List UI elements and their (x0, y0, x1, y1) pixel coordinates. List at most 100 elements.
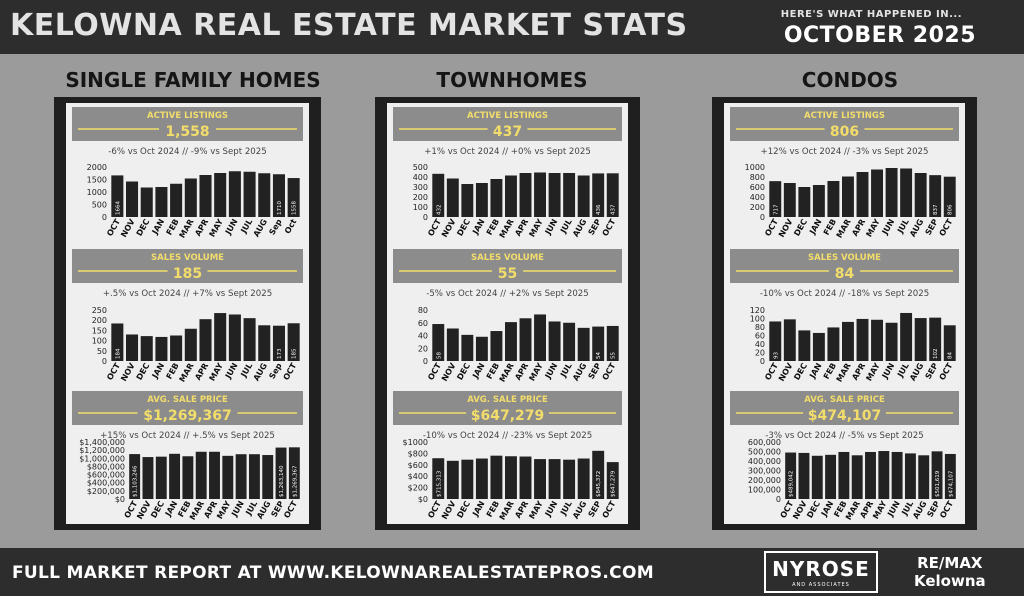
x-tick-label: MAY (208, 361, 225, 382)
bar (606, 173, 619, 217)
section-label: SALES VOLUME (151, 253, 224, 263)
bar (606, 462, 619, 499)
x-tick-label: MAR (498, 500, 516, 522)
bar (490, 331, 503, 361)
x-tick-label: JUN (880, 362, 896, 381)
data-label: 436 (596, 204, 602, 215)
panel-inner: ACTIVE LISTINGS 806 +12% vs Oct 2024 // -3… (724, 103, 965, 524)
section-value: 806 (830, 124, 859, 140)
header-bar: KELOWNA REAL ESTATE MARKET STATS HERE'S … (0, 0, 1024, 54)
bar (592, 173, 605, 217)
y-tick-label: 100 (750, 315, 765, 324)
bar (490, 179, 503, 217)
bar (577, 327, 590, 361)
remax-logo-line2: Kelowna (914, 572, 986, 590)
x-tick-label: DEC (792, 361, 809, 381)
y-tick-label: 200 (750, 203, 765, 212)
y-tick-label: 600,000 (748, 438, 781, 447)
bar (812, 332, 825, 361)
change-text: -5% vs Oct 2024 // +2% vs Sept 2025 (426, 289, 589, 299)
bar (275, 447, 287, 499)
bar (563, 459, 576, 499)
bar (563, 173, 576, 217)
bar (878, 451, 890, 499)
x-tick-label: OCT (282, 499, 299, 520)
y-tick-label: $1,400,000 (79, 438, 125, 447)
y-tick-label: 0 (423, 357, 428, 366)
bar (184, 328, 197, 361)
bar (155, 456, 167, 499)
x-tick-label: JUN (885, 500, 901, 519)
x-tick-label: DEC (455, 361, 472, 381)
data-label: 58 (436, 352, 442, 359)
data-label: 173 (277, 348, 283, 359)
y-tick-label: $200,000 (87, 487, 125, 496)
x-tick-label: MAY (871, 499, 888, 520)
data-label: 837 (933, 204, 939, 215)
section-banner (72, 391, 303, 425)
y-tick-label: 250 (92, 306, 107, 315)
x-tick-label: JAN (150, 362, 166, 381)
bar (169, 453, 181, 499)
bar (214, 173, 227, 217)
market-report-link[interactable]: FULL MARKET REPORT AT WWW.KELOWNAREALEST… (12, 563, 654, 583)
x-tick-label: AUG (908, 218, 925, 239)
bar (885, 322, 898, 361)
bar (262, 455, 274, 499)
y-tick-label: 200 (92, 316, 107, 325)
townhomes-charts: ACTIVE LISTINGS 437 +1% vs Oct 2024 // +0%… (393, 107, 622, 522)
bar (825, 454, 837, 499)
y-tick-label: $1000 (403, 438, 428, 447)
data-label: 102 (933, 349, 939, 360)
x-tick-label: DEC (135, 217, 152, 237)
bar (812, 185, 825, 217)
bar (856, 318, 869, 361)
bar (838, 451, 850, 499)
x-tick-label: JUN (223, 218, 239, 237)
data-label: 184 (115, 348, 121, 359)
x-tick-label: JAN (470, 362, 486, 381)
y-tick-label: $200 (408, 484, 428, 493)
page-title: KELOWNA REAL ESTATE MARKET STATS (10, 8, 688, 43)
x-tick-label: NOV (777, 361, 795, 383)
section-banner (393, 249, 622, 283)
y-tick-label: $400 (408, 472, 428, 481)
bar (258, 173, 271, 217)
bar (432, 324, 445, 361)
condos-charts: ACTIVE LISTINGS 806 +12% vs Oct 2024 // -3… (730, 107, 959, 522)
bar (519, 173, 532, 217)
bar (798, 452, 810, 499)
bar (783, 319, 796, 361)
data-label: 437 (611, 204, 617, 215)
bar (900, 312, 913, 361)
y-tick-label: $600 (408, 461, 428, 470)
bar (490, 455, 503, 499)
stat-section: ACTIVE LISTINGS 806 +12% vs Oct 2024 // -3… (730, 107, 959, 240)
x-tick-label: MAR (178, 218, 196, 240)
single-family-charts: ACTIVE LISTINGS 1,558 -6% vs Oct 2024 // -… (72, 107, 303, 522)
bar (505, 322, 517, 361)
bar (548, 321, 561, 361)
y-tick-label: 0 (776, 495, 781, 504)
bar (505, 175, 517, 217)
bar (783, 183, 796, 217)
x-tick-label: MAR (498, 362, 516, 384)
y-tick-label: 500,000 (748, 448, 781, 457)
y-tick-label: 100 (92, 337, 107, 346)
y-tick-label: 200 (413, 193, 428, 202)
x-tick-label: MAR (844, 500, 862, 522)
section-label: SALES VOLUME (808, 253, 881, 263)
section-value: 437 (493, 124, 522, 140)
x-tick-label: JUN (229, 500, 245, 519)
bar (287, 178, 300, 217)
y-tick-label: 0 (102, 213, 107, 222)
x-tick-label: JAN (807, 362, 823, 381)
x-tick-label: Oct (283, 217, 299, 235)
bar (914, 173, 927, 217)
section-banner (72, 249, 303, 283)
y-tick-label: 200,000 (748, 476, 781, 485)
x-tick-label: MAY (864, 217, 881, 238)
x-tick-label: MAR (835, 362, 853, 384)
y-tick-label: $800 (408, 449, 428, 458)
x-tick-label: MAY (215, 499, 232, 520)
